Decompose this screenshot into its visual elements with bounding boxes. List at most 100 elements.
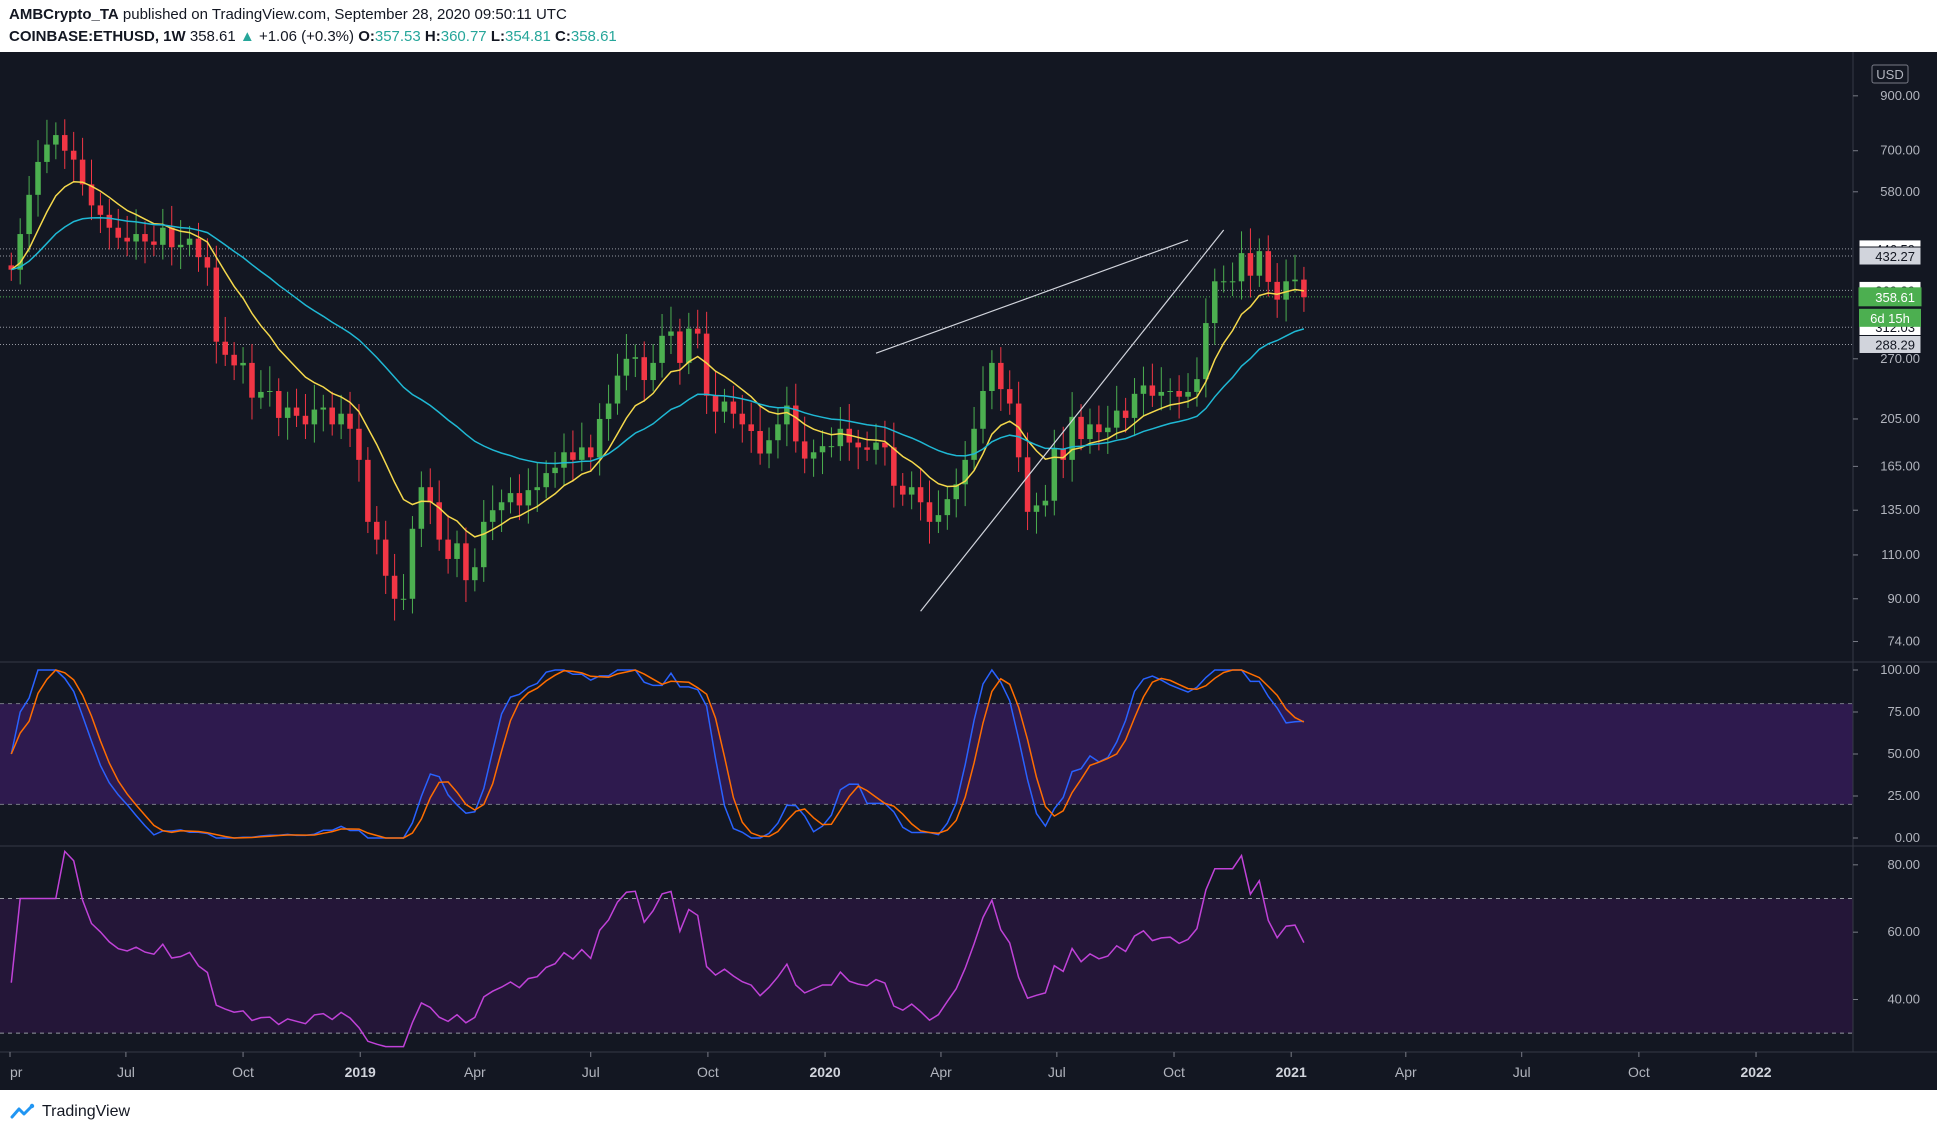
candle-body[interactable]: [88, 184, 95, 206]
candle-body[interactable]: [1176, 391, 1182, 397]
candle-body[interactable]: [605, 403, 612, 419]
tradingview-brand[interactable]: TradingView: [42, 1103, 131, 1120]
candle-body[interactable]: [730, 401, 737, 414]
candle-body[interactable]: [436, 502, 442, 540]
candle-body[interactable]: [1006, 389, 1013, 404]
candle-body[interactable]: [899, 485, 906, 495]
candle-body[interactable]: [168, 227, 175, 248]
candle-body[interactable]: [837, 428, 844, 447]
candle-body[interactable]: [998, 362, 1004, 390]
price-level-tag[interactable]: [1858, 246, 1922, 266]
candle-body[interactable]: [721, 401, 728, 412]
candle-body[interactable]: [686, 328, 692, 363]
candle-body[interactable]: [1024, 457, 1031, 512]
candle-body[interactable]: [1042, 500, 1049, 506]
candle-body[interactable]: [17, 234, 23, 270]
candle-body[interactable]: [347, 413, 353, 429]
candle-body[interactable]: [160, 227, 166, 245]
candle-body[interactable]: [44, 144, 50, 162]
candle-body[interactable]: [1149, 385, 1156, 396]
candle-body[interactable]: [124, 237, 130, 242]
candle-body[interactable]: [739, 413, 746, 425]
candle-body[interactable]: [186, 238, 193, 245]
candle-body[interactable]: [810, 452, 817, 459]
candle-body[interactable]: [409, 528, 416, 599]
candle-body[interactable]: [338, 413, 344, 425]
trendline[interactable]: [875, 239, 1189, 354]
candle-body[interactable]: [311, 409, 318, 425]
candle-body[interactable]: [891, 447, 897, 486]
candle-body[interactable]: [632, 357, 639, 359]
candle-body[interactable]: [668, 331, 674, 336]
ema-slow-line[interactable]: [11, 216, 1305, 465]
candle-body[interactable]: [980, 391, 986, 429]
candle-body[interactable]: [35, 161, 41, 195]
candle-body[interactable]: [1229, 281, 1236, 283]
candle-body[interactable]: [79, 159, 86, 185]
candle-body[interactable]: [489, 510, 496, 522]
candle-body[interactable]: [1087, 424, 1093, 440]
candle-body[interactable]: [694, 328, 701, 334]
candle-body[interactable]: [70, 150, 77, 160]
candle-body[interactable]: [757, 431, 763, 454]
candle-body[interactable]: [953, 484, 960, 500]
candle-body[interactable]: [784, 405, 790, 425]
candle-body[interactable]: [115, 227, 122, 238]
tradingview-logo-icon[interactable]: [10, 1103, 36, 1123]
candle-body[interactable]: [1051, 448, 1058, 501]
candle-body[interactable]: [614, 375, 621, 404]
candle-body[interactable]: [801, 441, 808, 459]
author-name[interactable]: AMBCrypto_TA: [9, 6, 119, 23]
candle-body[interactable]: [641, 357, 647, 381]
candle-body[interactable]: [498, 502, 505, 511]
candle-body[interactable]: [222, 341, 228, 355]
candle-body[interactable]: [1301, 279, 1307, 298]
candle-body[interactable]: [267, 391, 273, 393]
ema-fast-line[interactable]: [10, 180, 1305, 538]
candle-body[interactable]: [926, 502, 933, 522]
candle-body[interactable]: [427, 487, 434, 503]
candle-body[interactable]: [258, 391, 264, 398]
candle-body[interactable]: [204, 257, 211, 268]
candle-body[interactable]: [596, 418, 603, 458]
candle-body[interactable]: [971, 428, 977, 460]
currency-badge[interactable]: [1871, 64, 1909, 84]
candle-body[interactable]: [61, 135, 68, 151]
candle-body[interactable]: [463, 543, 469, 581]
price-level-tag[interactable]: [1858, 287, 1922, 307]
candle-body[interactable]: [1283, 281, 1289, 300]
candle-body[interactable]: [587, 447, 594, 458]
candle-body[interactable]: [543, 473, 549, 488]
candle-body[interactable]: [864, 447, 870, 450]
chart-canvas[interactable]: 900.00 700.00 580.00 270.00 205.00 165.00 135.…: [0, 52, 1937, 1090]
price-level-tag[interactable]: [1858, 334, 1922, 354]
candle-body[interactable]: [659, 335, 665, 363]
candle-body[interactable]: [534, 487, 541, 491]
candle-body[interactable]: [320, 407, 327, 410]
candle-body[interactable]: [374, 521, 380, 540]
candle-body[interactable]: [1265, 251, 1272, 282]
candle-body[interactable]: [142, 234, 148, 242]
candle-body[interactable]: [570, 452, 576, 460]
rsi-line[interactable]: [10, 849, 1305, 1048]
candle-body[interactable]: [329, 407, 335, 425]
candle-body[interactable]: [1131, 393, 1138, 418]
candle-body[interactable]: [516, 493, 523, 506]
candle-body[interactable]: [712, 395, 719, 412]
candle-body[interactable]: [177, 244, 184, 248]
candle-body[interactable]: [1238, 253, 1245, 282]
candle-body[interactable]: [1167, 391, 1173, 393]
candle-body[interactable]: [1158, 391, 1165, 396]
candle-body[interactable]: [151, 241, 157, 245]
candle-body[interactable]: [989, 362, 995, 392]
price-pane[interactable]: [0, 119, 1853, 621]
candle-body[interactable]: [293, 407, 300, 416]
candle-body[interactable]: [1212, 281, 1218, 324]
candle-body[interactable]: [231, 354, 237, 366]
candle-body[interactable]: [748, 424, 754, 432]
candle-body[interactable]: [855, 442, 861, 448]
candle-body[interactable]: [1185, 391, 1191, 397]
candle-body[interactable]: [917, 487, 924, 503]
candle-body[interactable]: [249, 362, 255, 398]
candle-body[interactable]: [775, 424, 781, 441]
